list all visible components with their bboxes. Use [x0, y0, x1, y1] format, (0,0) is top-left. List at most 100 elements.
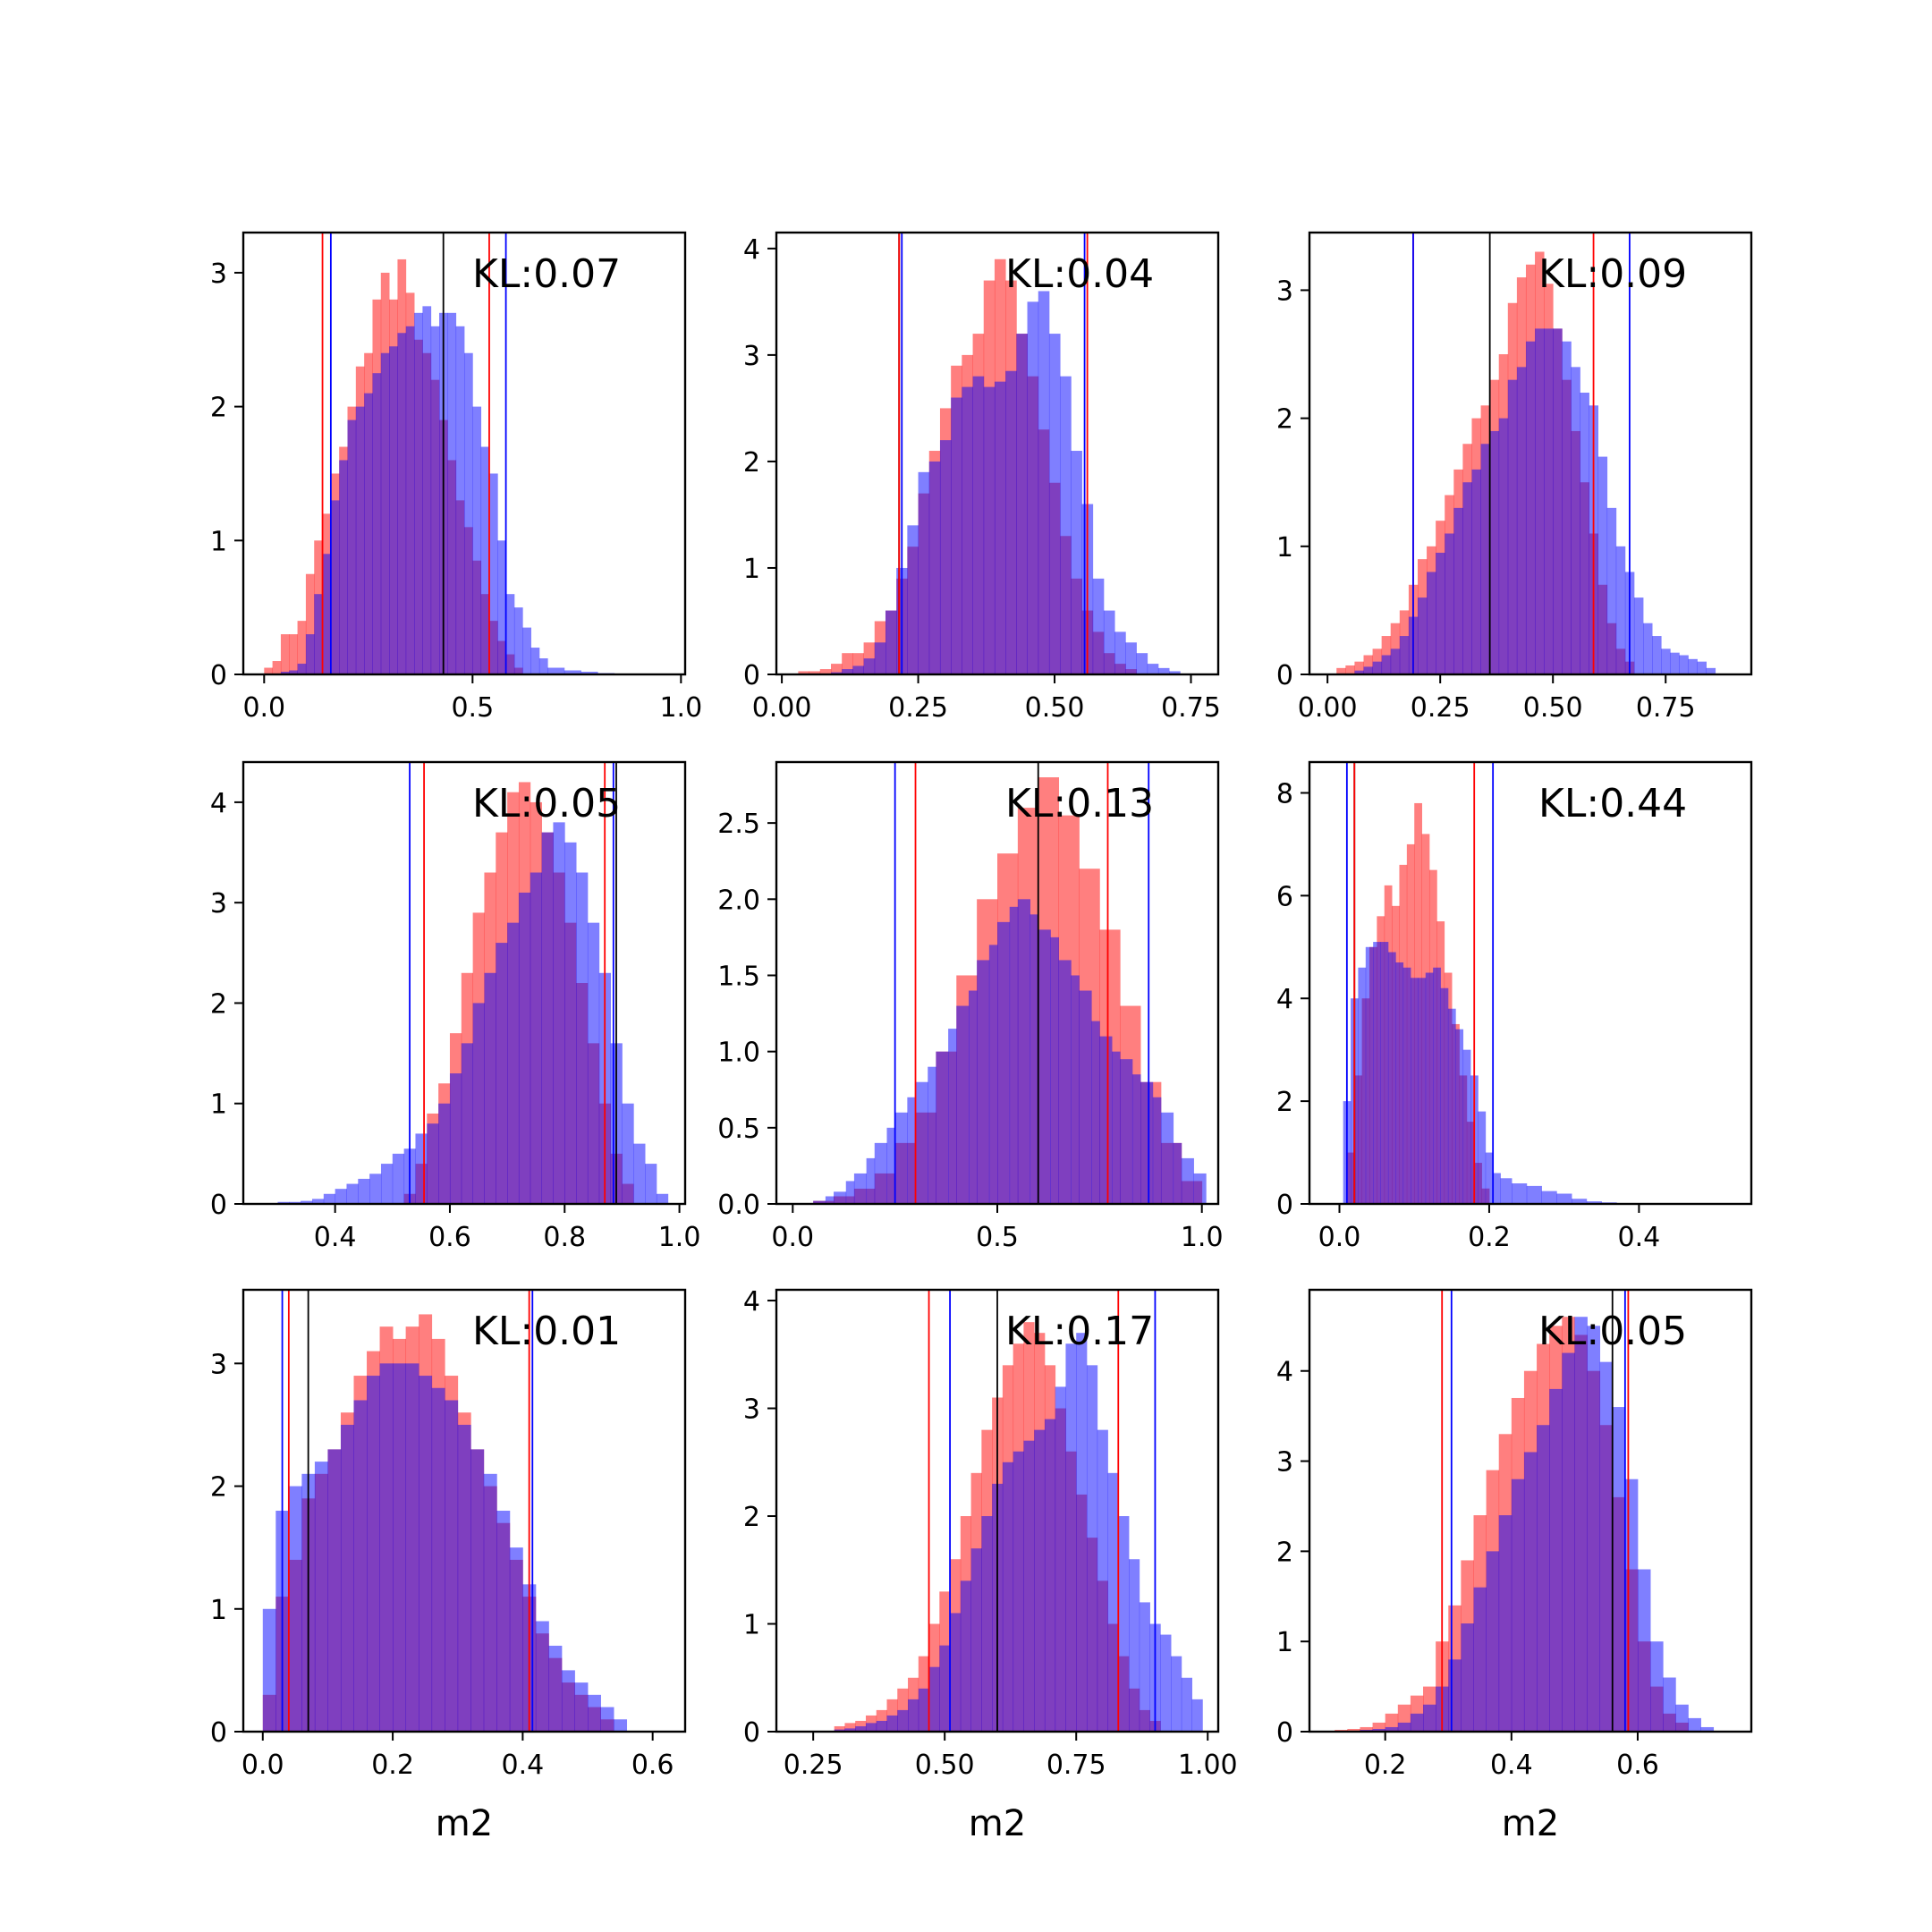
- histogram-bar: [430, 326, 440, 674]
- histogram-bar: [347, 419, 357, 674]
- histogram-bar: [1071, 975, 1080, 1204]
- histogram-bar: [1516, 367, 1527, 674]
- histogram-bar: [915, 1081, 928, 1204]
- histogram-bar: [1129, 1559, 1140, 1732]
- histogram-bar: [1092, 578, 1105, 674]
- y-tick-label: 4: [210, 788, 227, 819]
- blue-histogram: [1354, 328, 1716, 674]
- histogram-bar: [311, 1199, 325, 1204]
- histogram-bar: [950, 1613, 962, 1732]
- histogram-bar: [488, 473, 498, 674]
- histogram-bar: [1390, 648, 1401, 674]
- histogram-bar: [1372, 1722, 1386, 1732]
- histogram-bar: [1173, 1142, 1182, 1204]
- histogram-bar: [977, 960, 990, 1204]
- y-tick-label: 3: [1276, 275, 1293, 307]
- y-tick-label: 0.0: [717, 1190, 760, 1221]
- axes-frame: [242, 1288, 687, 1733]
- histogram-bar: [1139, 1602, 1150, 1732]
- x-tick-label: 0.2: [371, 1750, 414, 1781]
- histogram-bar: [449, 1073, 462, 1204]
- histogram-bar: [470, 1449, 485, 1732]
- x-tick-label: 0.75: [1161, 692, 1221, 724]
- histogram-bar: [907, 1097, 916, 1204]
- y-tick-label: 0: [743, 1717, 760, 1749]
- y-tick-label: 0: [210, 660, 227, 691]
- histogram-bar: [1380, 942, 1389, 1204]
- y-tick-label: 1: [210, 1089, 227, 1121]
- y-tick-label: 4: [1276, 1357, 1293, 1388]
- x-tick-label: 0.75: [1046, 1750, 1106, 1781]
- histogram-bar: [380, 1164, 394, 1204]
- histogram-bar: [392, 1153, 405, 1204]
- y-tick-label: 2: [210, 1472, 227, 1504]
- histogram-bar: [323, 1193, 336, 1204]
- x-tick-label: 1.00: [1178, 1750, 1238, 1781]
- histogram-bar: [1679, 655, 1689, 674]
- histogram-bar: [1181, 1677, 1192, 1732]
- histogram-bar: [1358, 967, 1367, 1204]
- histogram-bar: [327, 1449, 342, 1732]
- x-tick-label: 1.0: [1181, 1222, 1224, 1253]
- histogram-bar: [301, 1200, 313, 1204]
- histogram-bar: [496, 943, 508, 1204]
- histogram-bar: [1065, 1343, 1077, 1732]
- histogram-bar: [918, 471, 930, 674]
- histogram-bar: [1034, 1429, 1046, 1732]
- histogram-bar: [305, 634, 315, 674]
- blue-histogram: [813, 899, 1207, 1204]
- histogram-bar: [886, 1715, 898, 1732]
- histogram-bar: [447, 312, 457, 674]
- histogram-bar: [530, 648, 540, 674]
- histogram-bar: [907, 525, 919, 674]
- histogram-bar: [1498, 418, 1509, 674]
- histogram-bar: [1076, 1333, 1088, 1732]
- histogram-bar: [1017, 899, 1030, 1204]
- histogram-bar: [645, 1164, 657, 1204]
- histogram-bar: [1562, 341, 1572, 674]
- histogram-bar: [547, 667, 565, 674]
- histogram-bar: [393, 1363, 407, 1732]
- plot-area: [1335, 1290, 1715, 1732]
- histogram-bar: [842, 669, 853, 674]
- histogram-bar: [1478, 1111, 1487, 1204]
- y-tick-label: 4: [1276, 984, 1293, 1015]
- plot-area: [1336, 233, 1716, 674]
- histogram-bar: [497, 540, 506, 674]
- histogram-bar: [928, 1666, 940, 1732]
- y-tick-label: 3: [743, 1394, 760, 1426]
- axes-frame: [775, 1288, 1220, 1733]
- x-tick-label: 0.00: [752, 692, 812, 724]
- histogram-bar: [507, 922, 520, 1204]
- x-tick-label: 0.5: [451, 692, 494, 724]
- histogram-bar: [844, 1728, 856, 1732]
- y-tick-label: 2.0: [717, 885, 760, 916]
- x-tick-label: 0.75: [1636, 692, 1696, 724]
- histogram-bar: [614, 1719, 628, 1732]
- histogram-bar: [1395, 962, 1404, 1204]
- histogram-bar: [483, 1473, 497, 1732]
- histogram-bar: [908, 1699, 919, 1732]
- histogram-bar: [262, 1608, 276, 1732]
- histogram-bar: [968, 990, 978, 1204]
- y-tick-label: 4: [743, 234, 760, 266]
- histogram-bar: [1107, 1472, 1119, 1732]
- histogram-bar: [461, 1043, 474, 1204]
- histogram-bar: [445, 1400, 459, 1732]
- histogram-bar: [1363, 666, 1373, 674]
- histogram-bar: [918, 1688, 929, 1732]
- plot-area: [813, 762, 1207, 1204]
- axes-frame: [242, 231, 687, 676]
- histogram-bar: [353, 1400, 368, 1732]
- x-tick-label: 0.0: [242, 1750, 284, 1781]
- histogram-bar: [505, 594, 515, 674]
- histogram-bar: [480, 446, 490, 674]
- histogram-bar: [1410, 1713, 1424, 1732]
- histogram-bar: [369, 1174, 382, 1204]
- histogram-bar: [1354, 670, 1364, 674]
- histogram-bar: [288, 1486, 302, 1732]
- histogram-bar: [633, 1143, 646, 1204]
- histogram-bar: [379, 1363, 394, 1732]
- histogram-bar: [1411, 978, 1419, 1204]
- histogram-bar: [656, 1193, 669, 1204]
